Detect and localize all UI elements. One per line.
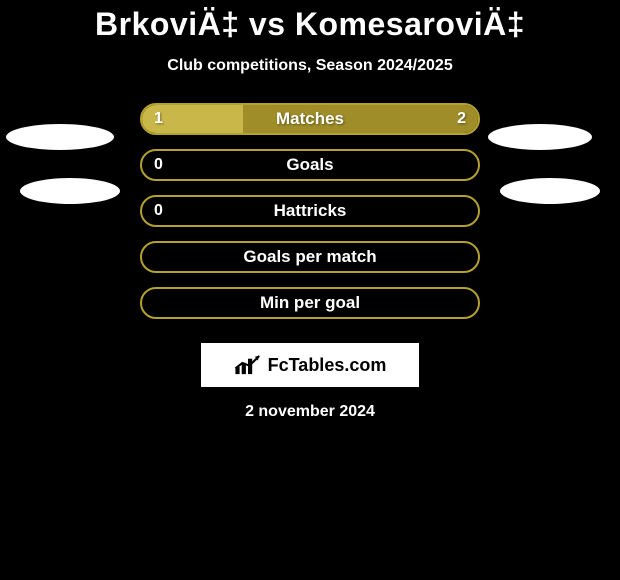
brand-text: FcTables.com (268, 355, 387, 376)
bar-value-left: 1 (154, 110, 163, 128)
player-left-photo-1 (6, 124, 114, 150)
stat-bar: Goals0 (140, 149, 480, 181)
stat-row: Goals per match (0, 241, 620, 273)
bar-label: Min per goal (142, 293, 478, 313)
player-right-photo-1 (488, 124, 592, 150)
page-subtitle: Club competitions, Season 2024/2025 (0, 57, 620, 75)
bar-value-right: 2 (457, 110, 466, 128)
chart-icon (234, 354, 262, 376)
stat-bar: Matches12 (140, 103, 480, 135)
stat-bar: Min per goal (140, 287, 480, 319)
stat-row: Min per goal (0, 287, 620, 319)
player-left-photo-2 (20, 178, 120, 204)
page-title: BrkoviÄ‡ vs KomesaroviÄ‡ (0, 6, 620, 43)
stat-bar: Goals per match (140, 241, 480, 273)
player-right-photo-2 (500, 178, 600, 204)
bar-label: Goals (142, 155, 478, 175)
bar-label: Goals per match (142, 247, 478, 267)
brand-box: FcTables.com (201, 343, 419, 387)
bar-value-left: 0 (154, 156, 163, 174)
stat-bar: Hattricks0 (140, 195, 480, 227)
stat-row: Goals0 (0, 149, 620, 181)
date-label: 2 november 2024 (0, 403, 620, 421)
bar-label: Hattricks (142, 201, 478, 221)
bar-value-left: 0 (154, 202, 163, 220)
comparison-container: BrkoviÄ‡ vs KomesaroviÄ‡ Club competitio… (0, 0, 620, 421)
bar-fill-right (243, 105, 478, 133)
